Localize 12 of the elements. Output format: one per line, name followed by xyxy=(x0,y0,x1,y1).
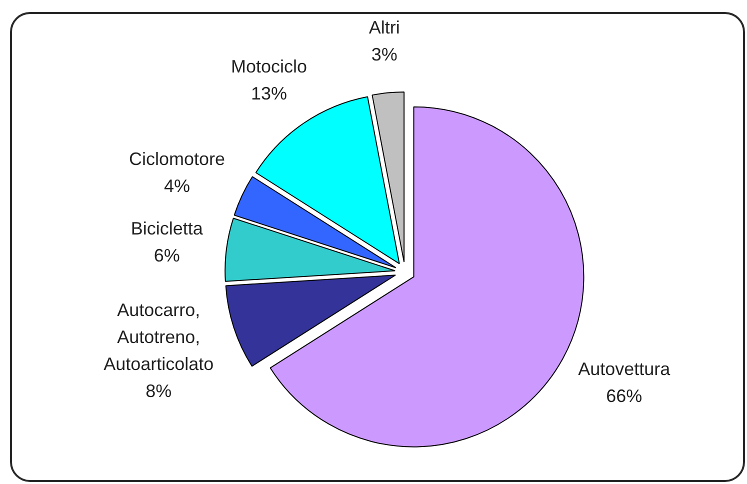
data-label: 66% xyxy=(606,386,642,406)
slice-label: Ciclomotore xyxy=(128,149,225,170)
data-label: 3% xyxy=(371,44,398,64)
slice-label: Motociclo xyxy=(230,56,307,76)
data-label: 8% xyxy=(146,381,172,402)
data-label: 13% xyxy=(250,83,287,104)
slice-label: Altri xyxy=(368,17,400,38)
slice-label: Autocarro, Autotreno, Autoarticolato xyxy=(104,300,214,374)
data-label: 6% xyxy=(154,246,180,266)
data-label: 4% xyxy=(164,176,190,196)
slice-label: Bicicletta xyxy=(130,218,204,239)
slice-label: Autovettura xyxy=(578,358,672,379)
